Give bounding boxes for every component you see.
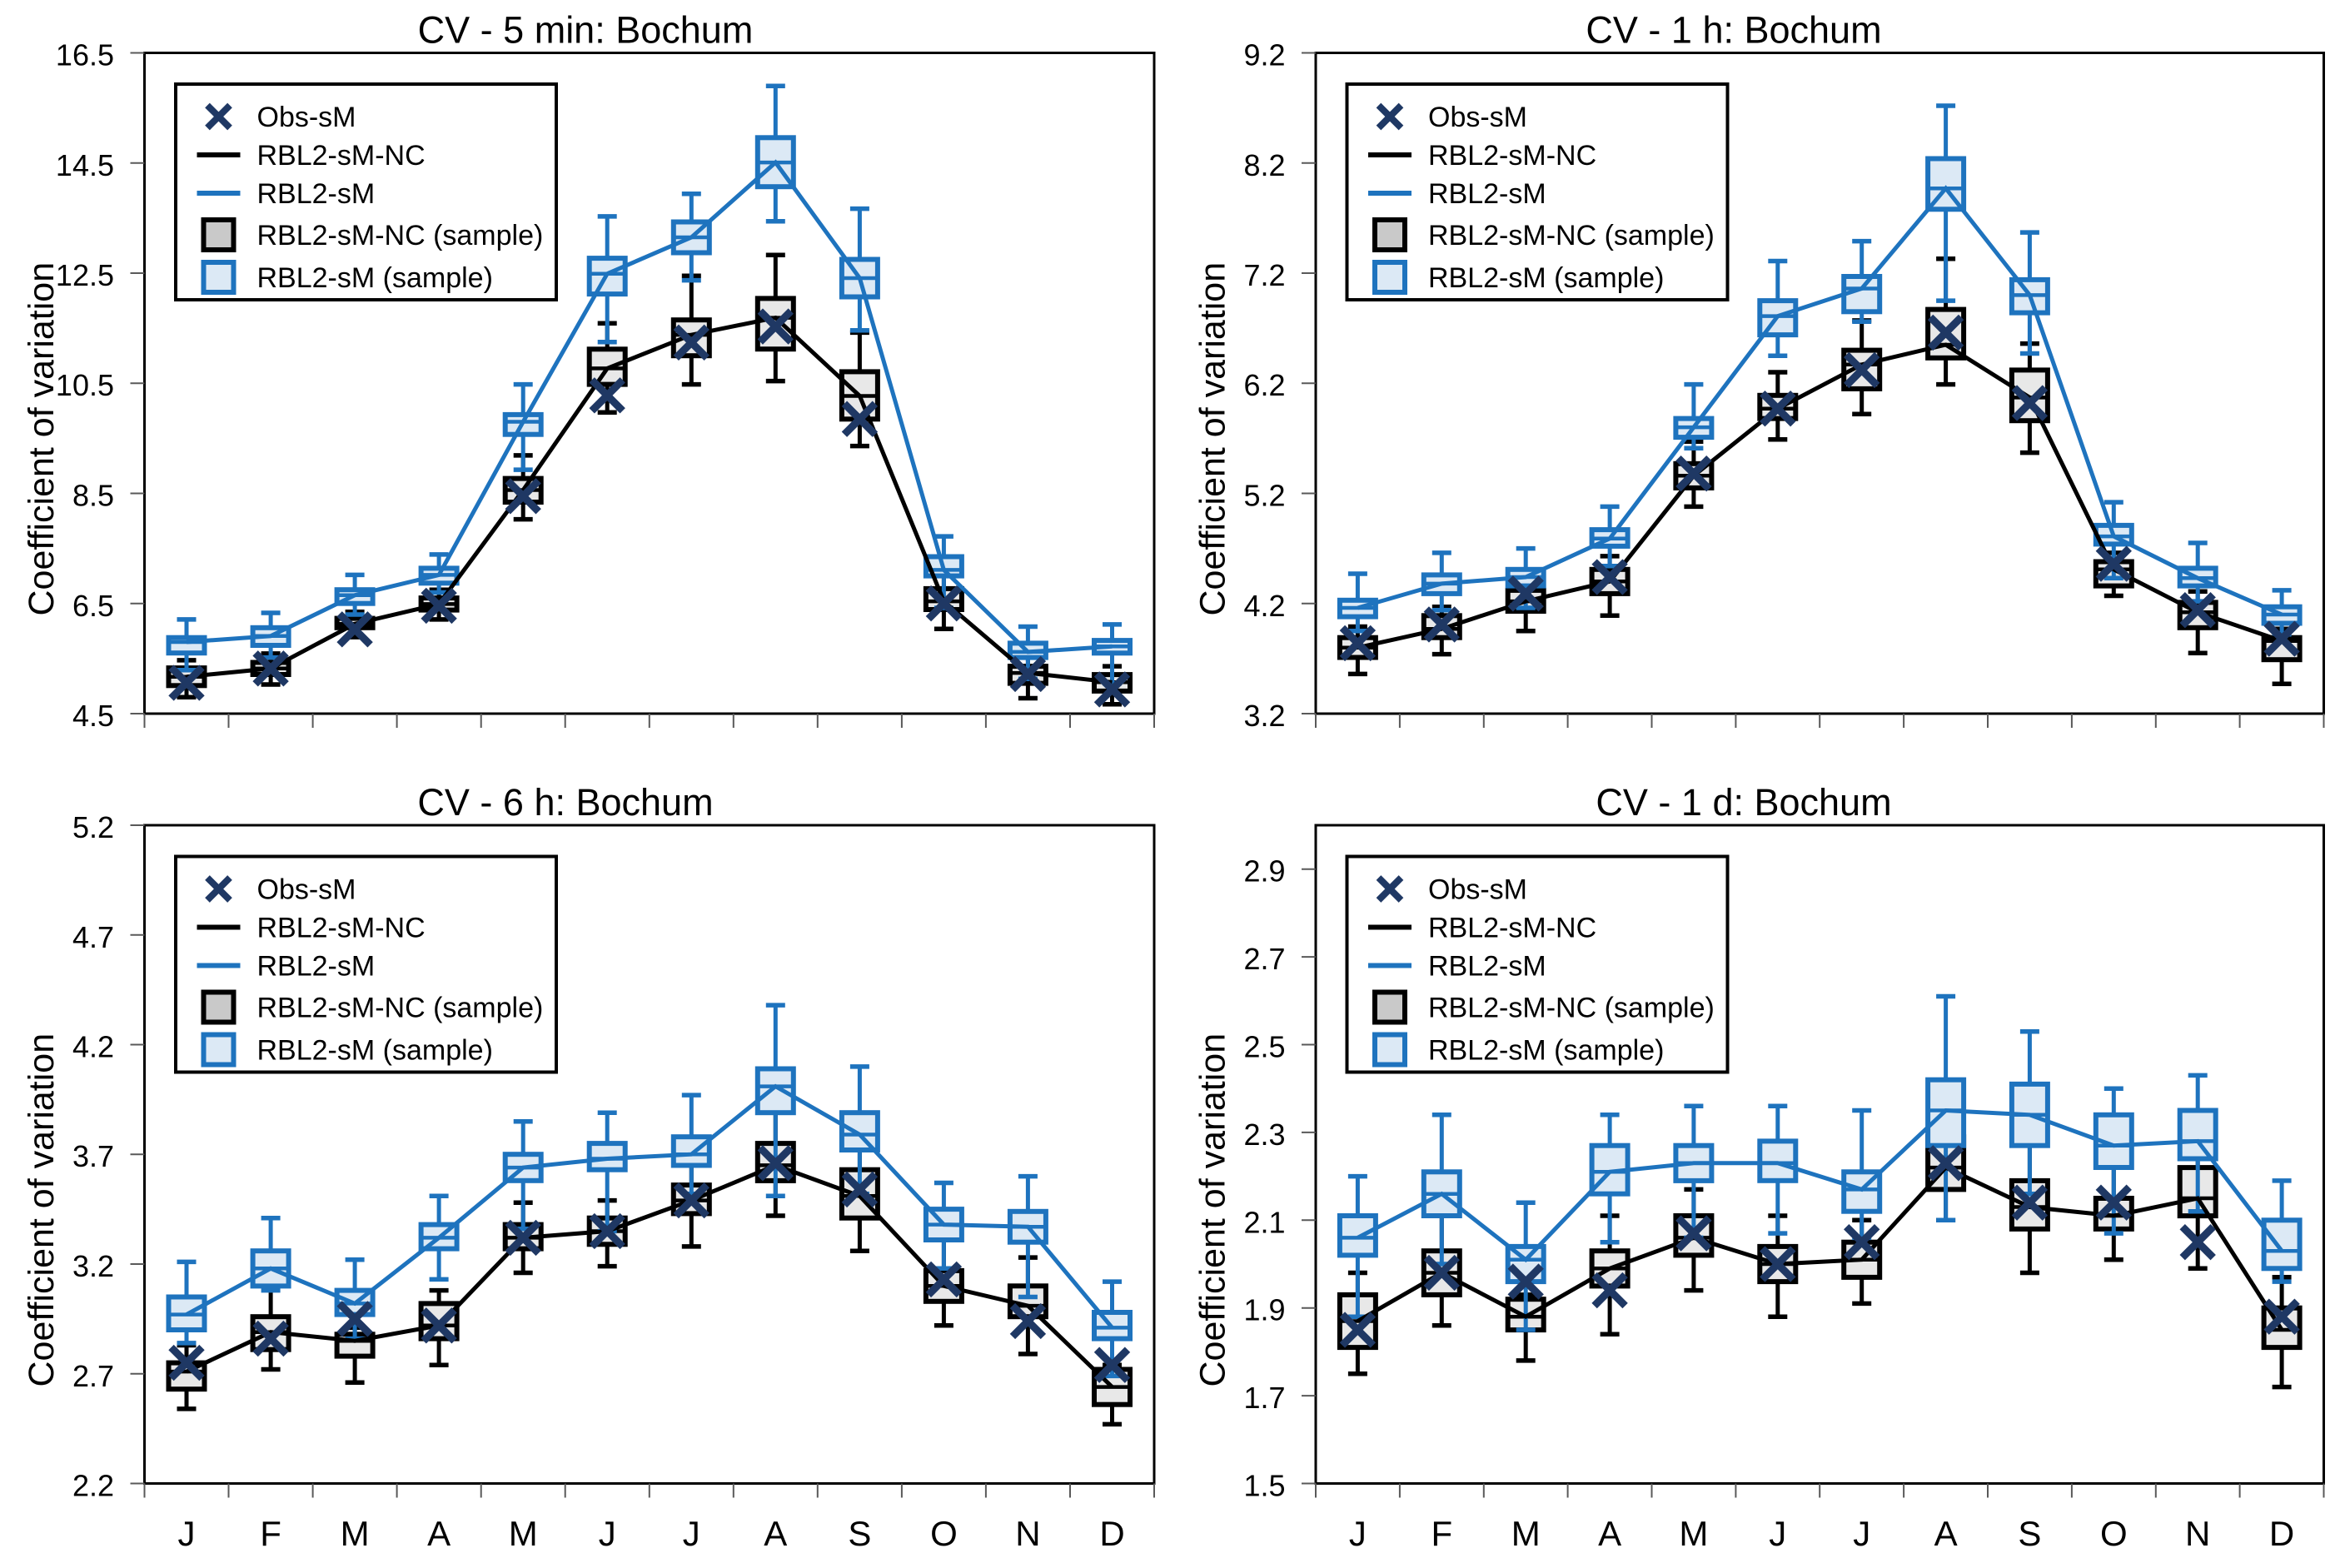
svg-text:Obs-sM: Obs-sM <box>257 874 356 906</box>
svg-text:N: N <box>1015 1514 1040 1553</box>
svg-text:4.2: 4.2 <box>72 1030 114 1064</box>
svg-text:7.2: 7.2 <box>1243 258 1285 292</box>
svg-text:M: M <box>509 1514 538 1553</box>
svg-text:A: A <box>764 1514 787 1553</box>
svg-text:Obs-sM: Obs-sM <box>257 102 356 133</box>
svg-text:RBL2-sM-NC: RBL2-sM-NC <box>257 140 426 172</box>
svg-text:O: O <box>930 1514 958 1553</box>
svg-text:M: M <box>1511 1514 1541 1553</box>
svg-text:N: N <box>2185 1514 2210 1553</box>
svg-text:RBL2-sM: RBL2-sM <box>257 951 376 983</box>
svg-text:5.2: 5.2 <box>1243 479 1285 513</box>
svg-text:14.5: 14.5 <box>56 148 114 182</box>
svg-text:RBL2-sM-NC (sample): RBL2-sM-NC (sample) <box>257 220 544 251</box>
svg-text:D: D <box>2269 1514 2294 1553</box>
svg-text:RBL2-sM (sample): RBL2-sM (sample) <box>257 1035 493 1067</box>
svg-text:Coefficient of variation: Coefficient of variation <box>1193 1033 1233 1387</box>
svg-text:6.2: 6.2 <box>1243 368 1285 402</box>
svg-text:M: M <box>1679 1514 1708 1553</box>
svg-text:RBL2-sM-NC: RBL2-sM-NC <box>257 913 426 944</box>
svg-text:RBL2-sM: RBL2-sM <box>257 178 376 210</box>
svg-text:Obs-sM: Obs-sM <box>1428 102 1527 133</box>
svg-text:CV - 5 min: Bochum: CV - 5 min: Bochum <box>418 9 754 52</box>
svg-text:F: F <box>260 1514 281 1553</box>
svg-text:4.5: 4.5 <box>72 699 114 733</box>
svg-text:2.9: 2.9 <box>1243 854 1285 889</box>
svg-text:RBL2-sM: RBL2-sM <box>1428 951 1546 983</box>
svg-text:4.7: 4.7 <box>72 920 114 954</box>
svg-text:S: S <box>848 1514 871 1553</box>
svg-text:D: D <box>1099 1514 1124 1553</box>
svg-text:RBL2-sM (sample): RBL2-sM (sample) <box>1428 262 1664 294</box>
svg-text:Coefficient of variation: Coefficient of variation <box>1193 262 1233 616</box>
svg-text:CV - 1 d: Bochum: CV - 1 d: Bochum <box>1596 781 1891 824</box>
svg-text:3.2: 3.2 <box>72 1249 114 1283</box>
svg-text:16.5: 16.5 <box>56 38 114 72</box>
svg-text:2.2: 2.2 <box>72 1469 114 1503</box>
svg-text:10.5: 10.5 <box>56 368 114 402</box>
svg-text:2.5: 2.5 <box>1243 1030 1285 1064</box>
svg-text:6.5: 6.5 <box>72 589 114 623</box>
svg-text:RBL2-sM: RBL2-sM <box>1428 178 1546 210</box>
svg-text:3.2: 3.2 <box>1243 699 1285 733</box>
svg-text:A: A <box>1598 1514 1621 1553</box>
svg-text:9.2: 9.2 <box>1243 38 1285 72</box>
svg-text:2.1: 2.1 <box>1243 1205 1285 1239</box>
svg-text:RBL2-sM (sample): RBL2-sM (sample) <box>257 262 493 294</box>
svg-text:RBL2-sM-NC (sample): RBL2-sM-NC (sample) <box>1428 220 1715 251</box>
svg-text:RBL2-sM-NC: RBL2-sM-NC <box>1428 140 1596 172</box>
svg-text:J: J <box>1769 1514 1786 1553</box>
svg-text:3.7: 3.7 <box>72 1139 114 1173</box>
svg-text:1.7: 1.7 <box>1243 1381 1285 1415</box>
svg-text:RBL2-sM-NC (sample): RBL2-sM-NC (sample) <box>257 993 544 1024</box>
svg-text:RBL2-sM (sample): RBL2-sM (sample) <box>1428 1035 1664 1067</box>
svg-text:2.3: 2.3 <box>1243 1118 1285 1152</box>
svg-text:8.5: 8.5 <box>72 479 114 513</box>
svg-text:5.2: 5.2 <box>72 810 114 844</box>
svg-text:2.7: 2.7 <box>72 1359 114 1393</box>
svg-text:M: M <box>341 1514 370 1553</box>
svg-text:CV - 6 h: Bochum: CV - 6 h: Bochum <box>417 781 713 824</box>
svg-text:Coefficient of variation: Coefficient of variation <box>22 262 62 616</box>
svg-text:1.5: 1.5 <box>1243 1469 1285 1503</box>
svg-text:Coefficient of variation: Coefficient of variation <box>22 1033 62 1387</box>
svg-text:J: J <box>178 1514 196 1553</box>
svg-text:CV - 1 h: Bochum: CV - 1 h: Bochum <box>1586 9 1881 52</box>
svg-text:J: J <box>1853 1514 1870 1553</box>
svg-text:A: A <box>427 1514 451 1553</box>
svg-text:F: F <box>1431 1514 1452 1553</box>
svg-text:8.2: 8.2 <box>1243 148 1285 182</box>
svg-text:J: J <box>1349 1514 1367 1553</box>
svg-text:S: S <box>2018 1514 2041 1553</box>
svg-text:RBL2-sM-NC: RBL2-sM-NC <box>1428 913 1596 944</box>
svg-text:2.7: 2.7 <box>1243 942 1285 976</box>
svg-text:A: A <box>1934 1514 1958 1553</box>
svg-text:12.5: 12.5 <box>56 258 114 292</box>
svg-text:1.9: 1.9 <box>1243 1293 1285 1327</box>
svg-text:Obs-sM: Obs-sM <box>1428 874 1527 906</box>
svg-text:RBL2-sM-NC (sample): RBL2-sM-NC (sample) <box>1428 993 1715 1024</box>
svg-text:J: J <box>683 1514 700 1553</box>
svg-text:4.2: 4.2 <box>1243 589 1285 623</box>
svg-text:J: J <box>599 1514 616 1553</box>
svg-text:O: O <box>2100 1514 2128 1553</box>
